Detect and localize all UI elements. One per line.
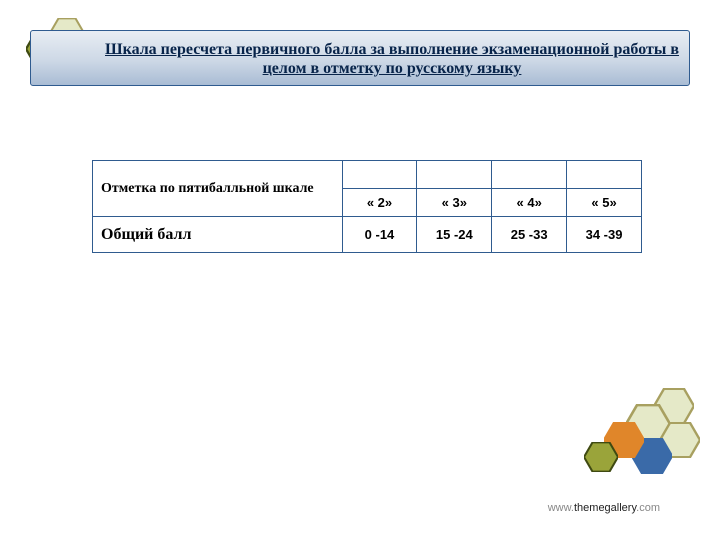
grade-header: « 4» [492,189,567,217]
page-title: Шкала пересчета первичного балла за выпо… [105,40,679,78]
table-score-row: Общий балл 0 -14 15 -24 25 -33 34 -39 [93,217,642,253]
grade-header: « 2» [342,189,417,217]
score-cell: 25 -33 [492,217,567,253]
score-cell: 15 -24 [417,217,492,253]
hex-cluster-bottom-right [584,382,714,492]
footer-main: themegallery [574,502,636,514]
grade-header: « 3» [417,189,492,217]
hexagon-icon [584,442,618,472]
score-cell: 0 -14 [342,217,417,253]
title-band: Шкала пересчета первичного балла за выпо… [30,30,690,86]
footer-prefix: www. [548,502,574,514]
row-label-grade: Отметка по пятибалльной шкале [93,161,343,217]
footer-suffix: .com [636,502,660,514]
row-label-score: Общий балл [93,217,343,253]
table-blank-row: Отметка по пятибалльной шкале [93,161,642,189]
grade-header: « 5» [567,189,642,217]
score-cell: 34 -39 [567,217,642,253]
slide: Шкала пересчета первичного балла за выпо… [0,0,720,540]
grade-scale-table: Отметка по пятибалльной шкале « 2» « 3» … [92,160,642,253]
footer-url: www.themegallery.com [548,502,660,514]
